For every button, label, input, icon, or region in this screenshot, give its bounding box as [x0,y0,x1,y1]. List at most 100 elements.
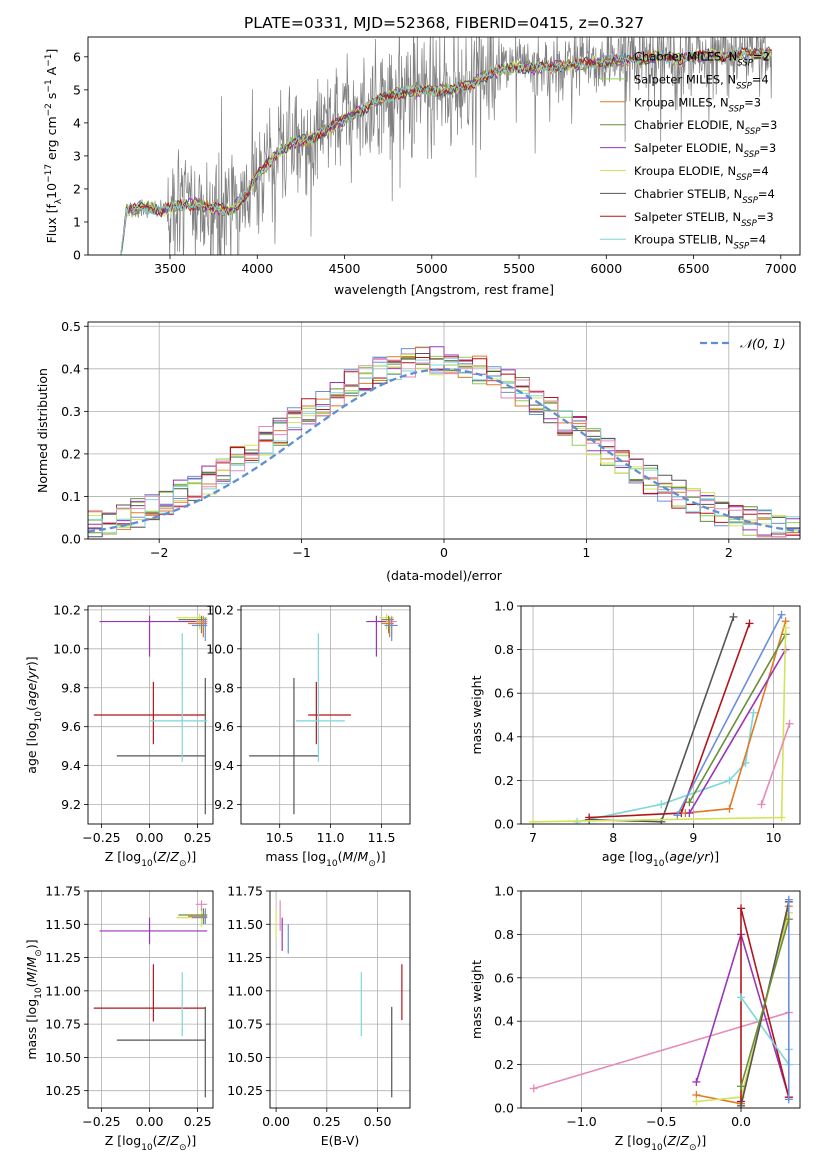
weight-vs-Z-y-label: mass weight [469,960,484,1039]
x-tick-label: −1 [292,545,310,560]
spectrum-x-label: wavelength [Angstrom, rest frame] [334,282,554,297]
legend-label: Kroupa ELODIE, NSSP=4 [634,164,769,183]
series-marker [785,719,794,728]
y-tick-label: 11.50 [227,917,263,932]
spectrum-plot-area [119,37,773,255]
histogram-kroupa-stelib [88,356,800,534]
weight-vs-age-plot-area [529,610,794,824]
x-tick-label: 10.5 [266,830,294,845]
y-tick-label: 2 [73,181,81,196]
y-tick-label: 1.0 [494,884,514,899]
axes-frame [87,605,214,825]
x-tick-label: 0.0 [731,1114,751,1129]
y-tick-label: 0.4 [61,361,81,376]
mass-vs-Z-x-label: Z [log10(Z/Z⊙)] [105,1133,197,1153]
model-line-kroupa-stelib [119,47,772,255]
y-tick-label: 9.8 [214,680,234,695]
series-marker [529,817,538,824]
y-tick-label: 0.6 [494,970,514,985]
series-line-kroupa-elodie [532,627,787,823]
y-tick-label: 1 [73,214,81,229]
y-tick-label: 11.00 [45,983,81,998]
x-tick-label: 6000 [590,261,622,276]
age-vs-mass-x-label: mass [log10(M/M⊙)] [265,849,385,869]
x-tick-label: 0.50 [364,1114,392,1129]
series-marker [725,804,734,813]
y-tick-label: 6 [73,49,81,64]
age-vs-Z-x-label: Z [log10(Z/Z⊙)] [105,849,197,869]
x-tick-label: −0.25 [82,1114,120,1129]
series-line-kroupa-stelib [576,712,755,823]
series-marker [784,1095,793,1104]
y-tick-label: 0.6 [494,686,514,701]
series-marker [692,1077,701,1086]
x-tick-label: 4500 [329,261,361,276]
legend-label: Kroupa STELIB, NSSP=4 [634,233,766,252]
histogram-pink [88,359,800,538]
y-tick-label: 0.4 [494,729,514,744]
x-tick-label: 0.00 [136,830,164,845]
spectrum-data-line [119,37,773,255]
legend-label: Chabrier ELODIE, NSSP=3 [634,118,777,137]
residuals-y-label: Normed distribution [35,368,50,493]
legend-label: 𝒩(0, 1) [740,336,786,351]
axes-frame [87,36,801,256]
weight-vs-age-panel: 7 8 9 10 0.0 0.2 0.4 0.6 0.8 1.0 age [log10(age/yr… [469,599,801,869]
y-tick-label: 11.25 [45,950,81,965]
x-tick-label: 5000 [416,261,448,276]
series-marker [657,800,666,809]
spectrum-legend: Chabrier MILES, NSSP=2 Salpeter MILES, NS… [600,50,777,252]
series-line-chabrier-stelib [589,616,735,823]
series-marker [777,813,786,822]
series-marker [777,610,786,619]
y-tick-label: 0.4 [494,1014,514,1029]
y-tick-label: 11.25 [227,950,263,965]
spectrum-panel: 3500 4000 4500 5000 5500 6000 6500 7000 0 1 2 3 4 5 6 w… [44,36,801,297]
y-tick-label: 10.50 [45,1050,81,1065]
axes-frame [87,890,214,1109]
x-tick-label: 11.0 [317,830,345,845]
series-marker [784,895,793,904]
y-tick-label: 0.2 [61,446,81,461]
x-tick-label: −0.5 [646,1114,676,1129]
y-tick-label: 0.0 [61,532,81,547]
mass-vs-ebv-x-label: E(B-V) [321,1133,360,1148]
y-tick-label: 10.2 [53,602,81,617]
y-tick-label: 9.6 [61,719,81,734]
series-line-kroupa-miles [696,906,790,1105]
age-vs-Z-panel: −0.25 0.00 0.25 9.2 9.4 9.6 9.8 10.0 10.2 Z [log1… [24,602,214,869]
residuals-x-label: (data-model)/error [386,568,503,583]
series-line-chabrier-elodie [688,633,787,803]
x-tick-label: 7000 [765,261,797,276]
series-line-pink [533,1011,790,1090]
series-line-salpeter-elodie [688,649,787,814]
x-tick-label: 10 [766,830,782,845]
x-tick-label: 0.25 [313,1114,341,1129]
series-marker [784,915,793,924]
mass-vs-ebv-plot-area [275,900,403,1098]
weight-vs-Z-panel: −1.0 −0.5 0.0 0.0 0.2 0.4 0.6 0.8 1.0 Z [log10(Z/… [469,884,801,1153]
y-tick-label: 10.75 [227,1017,263,1032]
series-marker [757,800,766,809]
y-tick-label: 1.0 [494,599,514,614]
series-marker [781,623,790,632]
y-tick-label: 3 [73,148,81,163]
series-marker [737,904,746,913]
x-tick-label: 0.00 [136,1114,164,1129]
series-marker [692,1097,701,1106]
x-tick-label: 8 [609,830,617,845]
axes-frame [269,890,411,1109]
age-vs-mass-panel: 10.5 11.0 11.5 9.2 9.4 9.6 9.8 10.0 10.2 mass [lo… [206,602,411,869]
y-tick-label: 9.8 [61,680,81,695]
x-tick-label: 2 [725,545,733,560]
y-tick-label: 10.25 [45,1083,81,1098]
y-tick-label: 10.0 [53,641,81,656]
x-tick-label: 11.5 [368,830,396,845]
age-vs-Z-plot-area [93,613,208,815]
y-tick-label: 0.8 [494,642,514,657]
age-vs-mass-plot-area [249,613,398,815]
series-marker [729,612,738,621]
normal-reference-curve [88,368,800,533]
y-tick-label: 11.00 [227,983,263,998]
